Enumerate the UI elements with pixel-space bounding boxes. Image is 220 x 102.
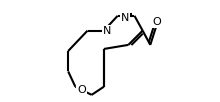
- Text: N: N: [103, 26, 112, 36]
- Text: O: O: [77, 85, 86, 95]
- Text: O: O: [152, 17, 161, 27]
- Text: N: N: [121, 13, 130, 23]
